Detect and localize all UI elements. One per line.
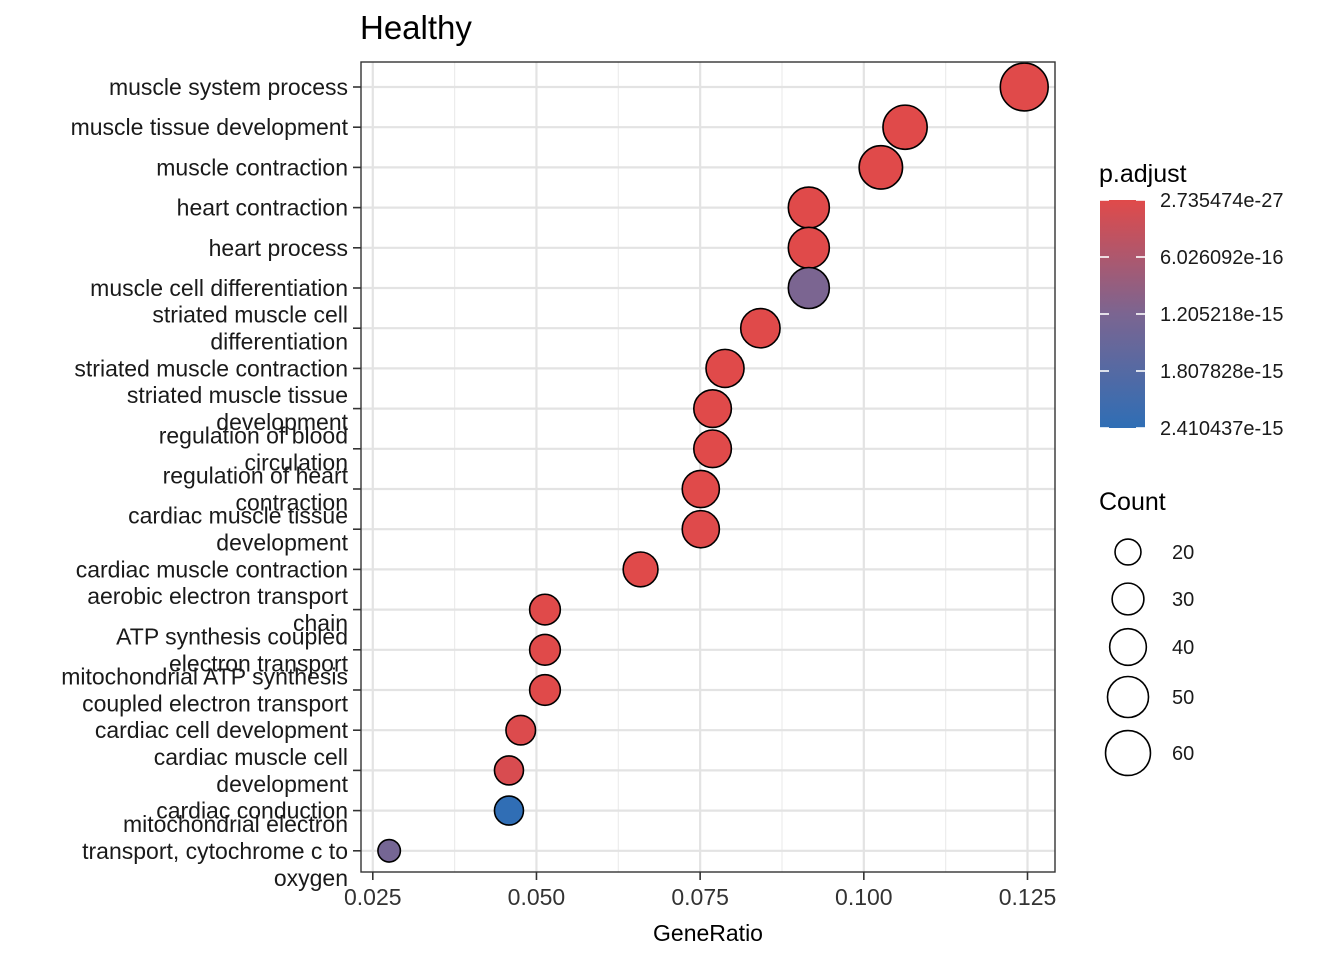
data-point [787, 226, 831, 270]
y-axis-labels: muscle system process muscle tissue devel… [61, 74, 361, 891]
data-point [858, 144, 904, 190]
count-legend-label: 30 [1172, 589, 1194, 611]
p-adjust-legend-title: p.adjust [1099, 160, 1187, 188]
x-axis: 0.025 0.050 0.075 0.100 0.125 [344, 872, 1056, 910]
y-tick-label: differentiation [210, 329, 348, 355]
y-tick-label: regulation of heart [163, 463, 349, 489]
y-tick-label: muscle contraction [156, 154, 348, 180]
x-tick-label: 0.100 [835, 884, 893, 910]
y-tick-label: cardiac muscle cell [154, 744, 348, 770]
data-point [622, 551, 659, 588]
y-tick-label: development [216, 409, 348, 435]
color-legend-label: 2.735474e-27 [1160, 190, 1283, 212]
x-tick-label: 0.125 [999, 884, 1057, 910]
count-legend-key [1106, 675, 1150, 719]
count-legend-label: 20 [1172, 542, 1194, 564]
y-tick-label: transport, cytochrome c to [82, 838, 348, 864]
y-tick-label: aerobic electron transport [87, 583, 348, 609]
y-tick-label: cardiac muscle contraction [76, 556, 348, 582]
data-point [739, 307, 781, 349]
data-point [681, 469, 721, 509]
data-point [377, 838, 402, 863]
data-point [505, 714, 537, 746]
y-tick-label: development [216, 771, 348, 797]
count-legend-label: 40 [1172, 637, 1194, 659]
x-tick-label: 0.050 [508, 884, 566, 910]
data-point [882, 104, 928, 151]
data-point [493, 755, 525, 786]
count-legend-key [1111, 582, 1145, 616]
color-legend-label: 1.807828e-15 [1160, 361, 1283, 383]
data-point [681, 509, 721, 549]
data-point [528, 673, 562, 707]
data-point [787, 266, 831, 310]
data-point [528, 593, 562, 626]
y-tick-label: mitochondrial electron [123, 811, 348, 837]
y-tick-label: mitochondrial ATP synthesis [61, 664, 348, 690]
data-point [692, 389, 733, 429]
y-tick-label: ATP synthesis coupled [116, 623, 348, 649]
y-tick-label: development [216, 530, 348, 556]
count-legend-label: 50 [1172, 687, 1194, 709]
y-tick-label: muscle tissue development [71, 114, 349, 140]
y-tick-label: cardiac cell development [95, 717, 349, 743]
count-legend-key [1104, 729, 1152, 777]
data-point [999, 62, 1049, 112]
y-tick-label: muscle cell differentiation [90, 275, 348, 301]
y-tick-label: electron transport [169, 650, 349, 676]
x-tick-label: 0.075 [671, 884, 729, 910]
y-tick-label: heart contraction [177, 195, 348, 221]
y-tick-label: chain [293, 610, 348, 636]
y-tick-label: coupled electron transport [82, 691, 349, 717]
x-axis-title: GeneRatio [653, 920, 763, 946]
count-legend: Count 20 30 40 50 60 [1099, 488, 1194, 777]
data-point [493, 795, 525, 826]
count-legend-key [1108, 627, 1148, 667]
y-tick-label: heart process [209, 235, 348, 261]
y-tick-label: contraction [235, 490, 348, 516]
data-point [528, 633, 562, 666]
color-legend-label: 1.205218e-15 [1160, 304, 1283, 326]
y-tick-label: circulation [244, 449, 348, 475]
y-tick-label: muscle system process [109, 74, 348, 100]
count-legend-label: 60 [1172, 743, 1194, 765]
x-tick-label: 0.025 [344, 884, 402, 910]
color-legend-label: 6.026092e-16 [1160, 247, 1283, 269]
y-tick-label: oxygen [274, 865, 348, 891]
y-tick-label: regulation of blood [159, 422, 348, 448]
y-tick-label: striated muscle contraction [74, 355, 348, 381]
count-legend-key [1114, 538, 1142, 566]
data-point [787, 186, 831, 229]
data-point [705, 348, 745, 389]
data-point [692, 429, 733, 469]
y-tick-label: cardiac muscle tissue [128, 503, 348, 529]
chart-title: Healthy [360, 9, 472, 46]
count-legend-title: Count [1099, 488, 1166, 516]
plot-panel [360, 61, 1056, 873]
panel-border [360, 61, 1056, 873]
y-tick-label: striated muscle cell [152, 302, 348, 328]
y-tick-label: striated muscle tissue [127, 382, 348, 408]
color-legend-label: 2.410437e-15 [1160, 418, 1283, 440]
y-tick-label: cardiac conduction [156, 798, 348, 824]
